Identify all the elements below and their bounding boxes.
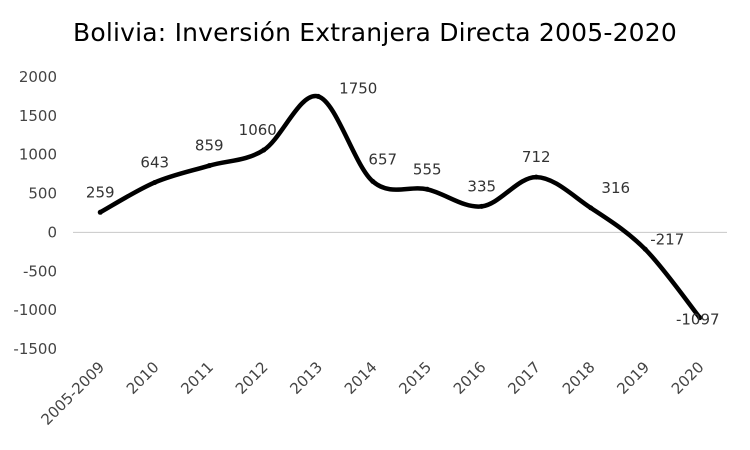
data-point [370,178,376,184]
data-point [588,205,594,211]
chart-title: Bolivia: Inversión Extranjera Directa 20… [73,18,677,47]
data-label: 259 [86,183,115,201]
data-point [315,93,321,99]
x-tick-label: 2015 [395,358,435,398]
data-label: 1060 [239,121,277,139]
x-tick-label: 2012 [232,358,272,398]
x-tick-label: 2017 [504,358,544,398]
data-labels: 259 643 859 1060 1750 657 555 335 712 316 -217 -109… [86,79,720,328]
data-point [533,174,539,180]
x-tick-label: 2010 [123,358,163,398]
y-axis: 2000 1500 1000 500 0 -500 -1000 -1500 [13,68,57,358]
data-label: 859 [195,137,224,155]
x-tick-label: 2016 [450,358,490,398]
x-tick-label: 2020 [668,358,708,398]
series-line [98,94,702,320]
y-tick-label: 2000 [19,68,57,86]
y-tick-label: -500 [23,262,57,280]
y-tick-label: 1000 [19,146,57,164]
y-tick-label: 500 [28,185,57,203]
series-group [97,93,703,321]
data-label: 1750 [339,79,377,97]
data-label: 643 [140,153,169,171]
data-label: 712 [522,148,551,166]
data-label: 657 [368,150,397,168]
data-label: 335 [467,177,496,195]
data-point [206,163,212,169]
data-label: -1097 [676,311,720,329]
data-label: 555 [413,160,442,178]
y-tick-label: -1500 [13,340,57,358]
data-point [479,203,485,209]
y-tick-label: -1000 [13,301,57,319]
x-tick-label: 2013 [286,358,326,398]
data-point [261,147,267,153]
y-tick-label: 0 [47,223,57,241]
y-tick-label: 1500 [19,107,57,125]
x-axis: 2005-2009 2010 2011 2012 2013 2014 2015 2016 201… [38,358,708,429]
x-tick-label: 2014 [341,358,381,398]
data-label: 316 [601,179,630,197]
data-label: -217 [650,230,684,248]
data-point [97,209,103,215]
x-tick-label: 2011 [177,358,217,398]
x-tick-label: 2018 [559,358,599,398]
data-point [152,179,158,185]
x-tick-label: 2019 [613,358,653,398]
data-point [424,186,430,192]
x-tick-label: 2005-2009 [38,358,109,429]
data-point [642,246,648,252]
data-point [697,315,703,321]
